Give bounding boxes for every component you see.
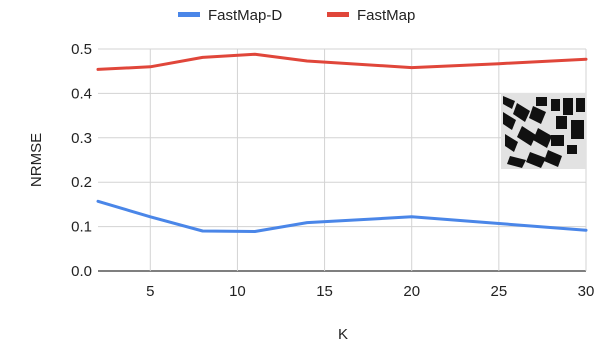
x-tick-label: 10 xyxy=(229,283,246,300)
y-tick-label: 0.0 xyxy=(71,263,92,280)
series-line-fastmap xyxy=(96,52,588,71)
x-tick-label: 25 xyxy=(491,283,508,300)
x-axis-label: K xyxy=(338,326,348,343)
series-line-fastmap-d xyxy=(96,199,588,233)
y-tick-label: 0.2 xyxy=(71,174,92,191)
y-tick-label: 0.4 xyxy=(71,85,92,102)
x-tick-label: 30 xyxy=(578,283,595,300)
legend-label-fastmap-d: FastMap-D xyxy=(208,7,282,24)
x-axis-ticks: 5 10 15 20 25 30 xyxy=(146,283,594,300)
y-axis-label: NRMSE xyxy=(28,133,45,187)
legend-label-fastmap: FastMap xyxy=(357,7,415,24)
y-tick-label: 0.1 xyxy=(71,219,92,236)
building-map-thumbnail xyxy=(501,93,586,169)
x-tick-label: 5 xyxy=(146,283,154,300)
y-tick-label: 0.5 xyxy=(71,41,92,58)
x-tick-label: 20 xyxy=(403,283,420,300)
legend-swatch-fastmap-d xyxy=(178,12,200,17)
legend: FastMap-D FastMap xyxy=(178,7,415,24)
x-tick-label: 15 xyxy=(316,283,333,300)
y-axis-ticks: 0.0 0.1 0.2 0.3 0.4 0.5 xyxy=(71,41,92,280)
series-lines xyxy=(96,52,588,233)
legend-swatch-fastmap xyxy=(327,12,349,17)
grid xyxy=(98,48,587,272)
y-tick-label: 0.3 xyxy=(71,130,92,147)
